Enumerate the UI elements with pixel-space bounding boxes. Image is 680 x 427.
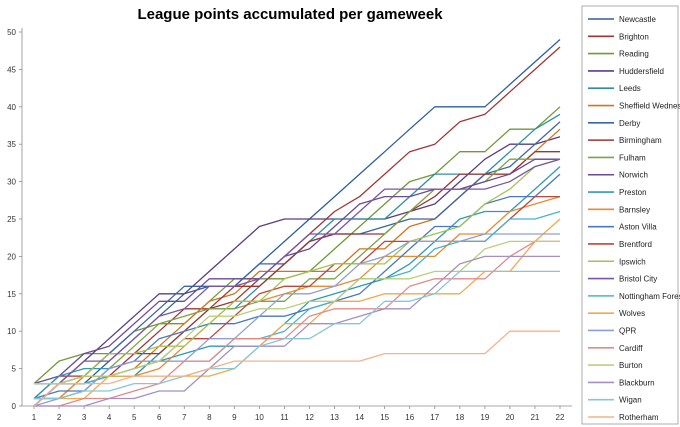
y-tick-label: 45: [7, 65, 16, 74]
series-line-huddersfield: [34, 136, 561, 385]
y-tick-label: 5: [12, 365, 17, 374]
legend-label-aston-villa: Aston Villa: [619, 223, 657, 232]
x-tick-label: 6: [157, 413, 162, 422]
x-tick-label: 5: [132, 413, 137, 422]
series-line-cardiff: [34, 240, 560, 407]
y-tick-label: 20: [7, 252, 16, 261]
y-axis-ticks: 0 5 10 15 20 25 30 35 40 45 50: [7, 28, 22, 411]
legend-label-leeds: Leeds: [619, 84, 641, 93]
series-line-brighton: [33, 46, 561, 399]
x-tick-label: 13: [330, 413, 339, 422]
legend-label-brentford: Brentford: [619, 240, 652, 249]
legend-label-brighton: Brighton: [619, 32, 649, 41]
legend-label-qpr: QPR: [619, 326, 637, 335]
series-line-barnsley: [34, 195, 561, 400]
legend-label-bristol-city: Bristol City: [619, 275, 657, 284]
y-tick-label: 0: [12, 402, 17, 411]
x-tick-label: 10: [255, 413, 264, 422]
series-line-bristol-city: [33, 158, 561, 407]
x-tick-label: 20: [505, 413, 514, 422]
chart-legend: Newcastle Brighton Reading Huddersfield Leed…: [581, 5, 680, 425]
x-tick-label: 15: [380, 413, 389, 422]
y-tick-label: 15: [7, 290, 16, 299]
y-tick-label: 25: [7, 215, 16, 224]
x-tick-label: 12: [305, 413, 314, 422]
legend-label-burton: Burton: [619, 361, 643, 370]
legend-label-sheffield-wednesday: Sheffield Wednesday: [619, 102, 680, 111]
x-tick-label: 2: [57, 413, 62, 422]
series-line-wigan: [34, 270, 560, 400]
legend-label-nottingham-forest: Nottingham Forest: [619, 292, 680, 301]
x-tick-label: 21: [530, 413, 539, 422]
legend-label-birmingham: Birmingham: [619, 136, 662, 145]
x-tick-label: 9: [232, 413, 237, 422]
legend-label-ipswich: Ipswich: [619, 257, 646, 266]
x-axis-ticks: 1 2 3 4 5 6 7 8 9 10 11 12 13 14 15 16 17 18 19 20 21 22: [32, 406, 565, 422]
legend-label-preston: Preston: [619, 188, 647, 197]
chart-axes: [21, 28, 572, 407]
chart-title: League points accumulated per gameweek: [137, 6, 443, 23]
legend-label-cardiff: Cardiff: [619, 344, 643, 353]
legend-label-norwich: Norwich: [619, 171, 648, 180]
series-line-qpr: [33, 233, 560, 407]
x-tick-label: 8: [207, 413, 212, 422]
legend-label-fulham: Fulham: [619, 153, 646, 162]
legend-label-rotherham: Rotherham: [619, 413, 659, 422]
legend-box: [581, 5, 679, 425]
legend-label-huddersfield: Huddersfield: [619, 67, 664, 76]
legend-label-reading: Reading: [619, 50, 649, 59]
series-line-wolves: [34, 218, 561, 400]
series-line-norwich: [33, 158, 560, 385]
legend-label-wigan: Wigan: [619, 396, 642, 405]
series-line-ipswich: [34, 158, 561, 385]
series-lines: [33, 39, 561, 407]
x-tick-label: 18: [455, 413, 464, 422]
x-tick-label: 16: [405, 413, 414, 422]
legend-label-wolves: Wolves: [619, 309, 645, 318]
y-tick-label: 10: [7, 327, 16, 336]
series-line-newcastle: [34, 39, 561, 385]
x-tick-label: 17: [430, 413, 439, 422]
x-tick-label: 3: [82, 413, 87, 422]
y-tick-label: 50: [7, 28, 16, 37]
series-line-preston: [33, 166, 561, 399]
x-tick-label: 1: [32, 413, 37, 422]
x-tick-label: 22: [556, 413, 565, 422]
y-tick-label: 30: [7, 178, 16, 187]
x-tick-label: 11: [280, 413, 289, 422]
x-tick-label: 19: [480, 413, 489, 422]
series-line-leeds: [33, 113, 561, 407]
legend-label-newcastle: Newcastle: [619, 15, 656, 24]
legend-label-blackburn: Blackburn: [619, 378, 655, 387]
x-tick-label: 14: [355, 413, 364, 422]
series-line-derby: [33, 121, 561, 407]
x-tick-label: 7: [182, 413, 187, 422]
legend-label-barnsley: Barnsley: [619, 205, 650, 214]
series-line-blackburn: [34, 255, 560, 407]
x-tick-label: 4: [107, 413, 112, 422]
y-tick-label: 35: [7, 140, 16, 149]
y-tick-label: 40: [7, 103, 16, 112]
legend-label-derby: Derby: [619, 119, 640, 128]
series-line-rotherham: [33, 330, 560, 407]
